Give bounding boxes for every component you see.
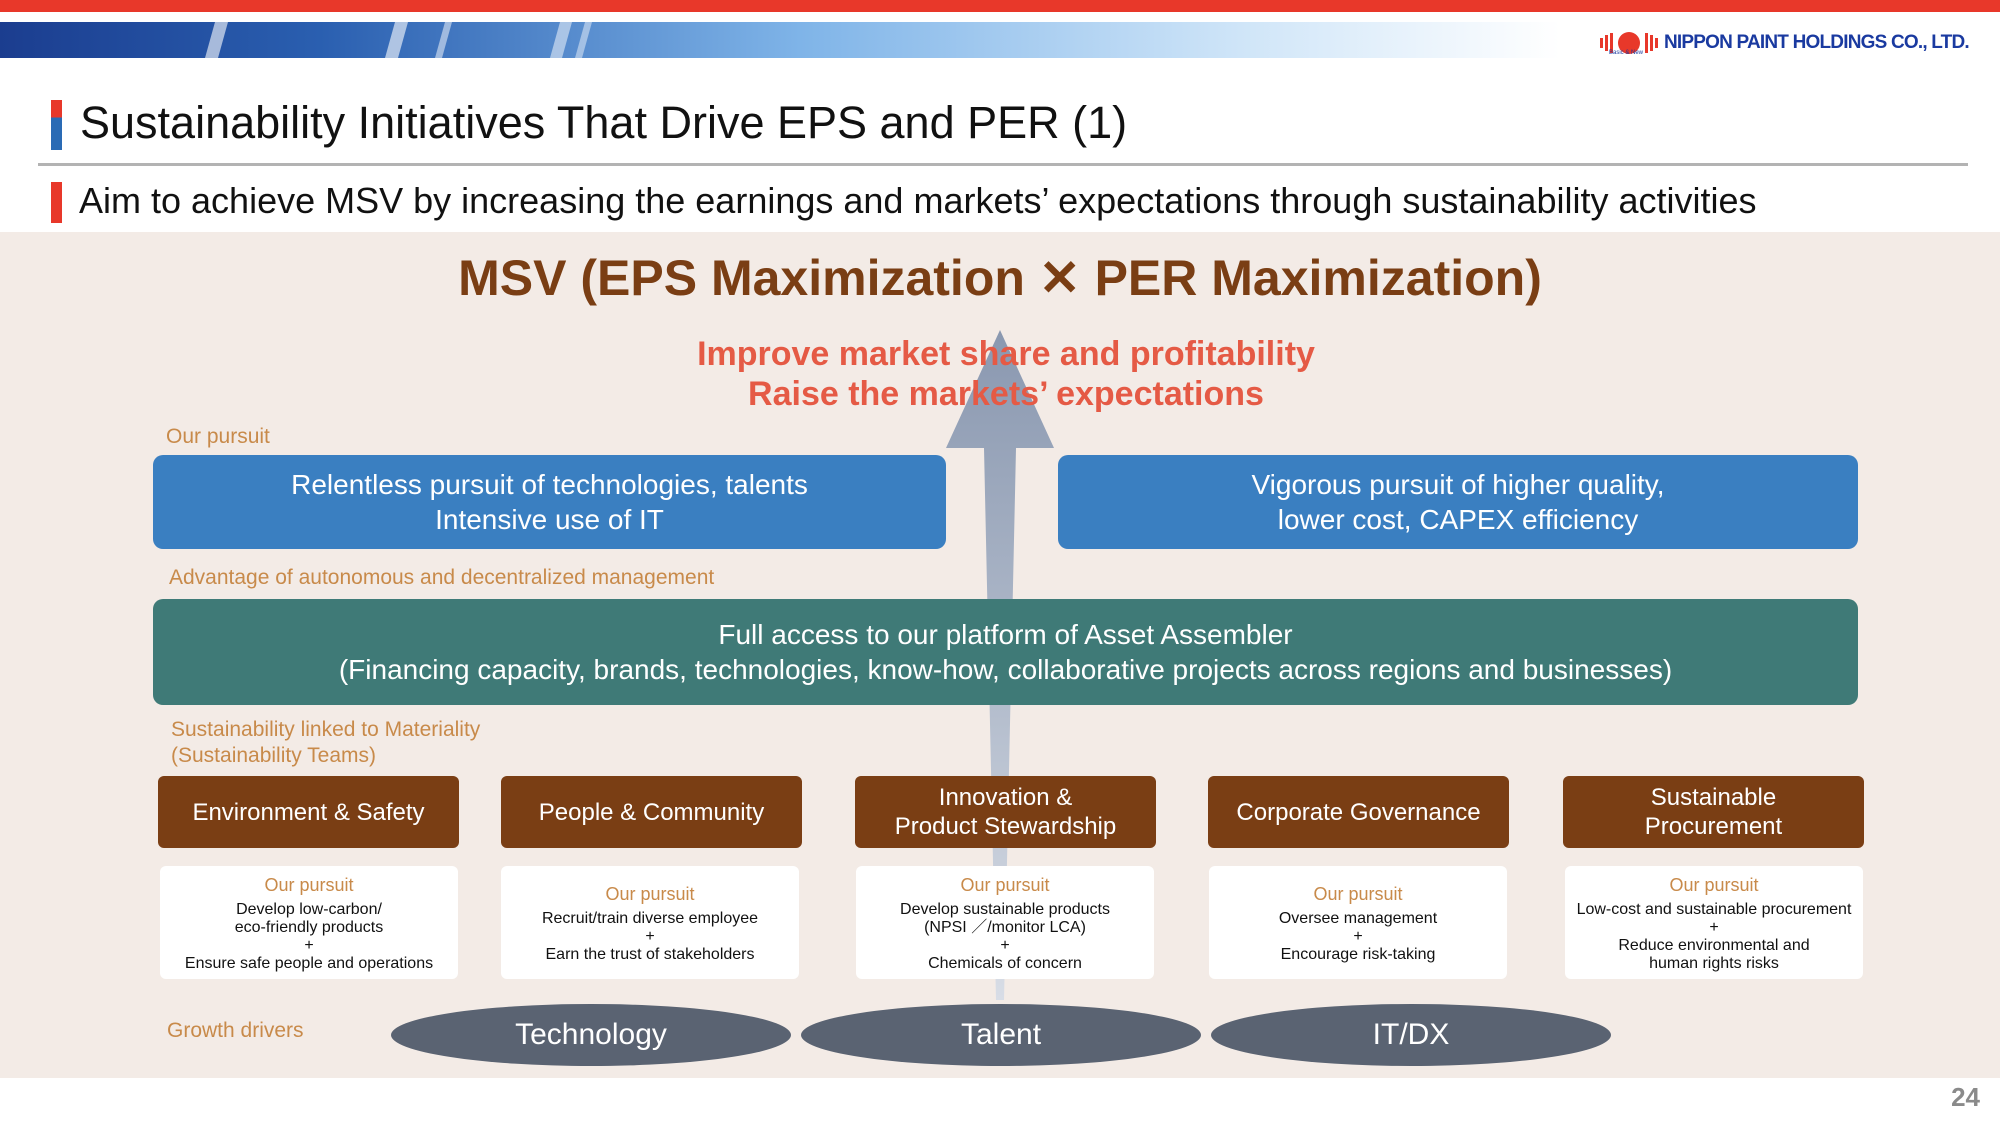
brand-tagline: Basic & New	[1609, 50, 1644, 56]
pursuit-box-line: Relentless pursuit of technologies, tale…	[291, 469, 808, 500]
subtitle-accent-mark	[51, 182, 62, 223]
goal-line-1: Improve market share and profitability	[697, 335, 1315, 373]
page-subtitle: Aim to achieve MSV by increasing the ear…	[79, 180, 1757, 221]
title-accent-mark	[51, 100, 62, 150]
team-corporate-governance: Corporate Governance	[1208, 776, 1509, 848]
page-number: 24	[1951, 1082, 1980, 1112]
brand-name: NIPPON PAINT HOLDINGS CO., LTD.	[1664, 32, 1970, 53]
team-environment-safety: Environment & Safety	[158, 776, 459, 848]
team-pursuit-text: +	[645, 927, 655, 945]
pursuit-box-line: lower cost, CAPEX efficiency	[1277, 504, 1639, 535]
company-logo: NIPPON PAINT HOLDINGS CO., LTD.	[1600, 26, 1980, 60]
team-pursuit-text: +	[1353, 927, 1363, 945]
brand-mark-icon	[1600, 32, 1658, 54]
team-people-community: People & Community	[501, 776, 802, 848]
team-pursuit-text: Reduce environmental and	[1618, 936, 1810, 954]
team-pursuit-label: Our pursuit	[605, 883, 695, 904]
label-sustainability: Sustainability linked to Materiality	[171, 718, 481, 741]
team-sustainable-procurement: Sustainable Procurement	[1563, 776, 1864, 848]
team-pursuit-text: (NPSI ／/monitor LCA)	[924, 918, 1086, 936]
team-pursuit-box: Our pursuit Low-cost and sustainable pro…	[1565, 866, 1863, 979]
team-pursuit-text: Chemicals of concern	[928, 954, 1082, 972]
team-pursuit-text: +	[1000, 936, 1010, 954]
driver-it-dx: IT/DX	[1211, 1004, 1611, 1066]
team-title: Procurement	[1644, 813, 1783, 840]
label-our-pursuit: Our pursuit	[166, 425, 270, 448]
platform-box: Full access to our platform of Asset Ass…	[153, 599, 1858, 705]
team-pursuit-text: Ensure safe people and operations	[184, 954, 434, 972]
team-title: Innovation &	[938, 784, 1073, 811]
pursuit-box-line: Intensive use of IT	[435, 504, 664, 535]
team-title: Environment & Safety	[192, 798, 425, 826]
team-pursuit-box: Our pursuit Oversee management + Encoura…	[1209, 866, 1507, 979]
platform-line: Full access to our platform of Asset Ass…	[718, 619, 1293, 650]
team-pursuit-label: Our pursuit	[264, 874, 354, 895]
team-title: Corporate Governance	[1236, 798, 1481, 826]
page-title: Sustainability Initiatives That Drive EP…	[80, 97, 1128, 148]
team-pursuit-text: Earn the trust of stakeholders	[545, 945, 755, 963]
team-pursuit-text: +	[304, 936, 314, 954]
goal-line-2: Raise the markets’ expectations	[748, 375, 1264, 413]
team-innovation-stewardship: Innovation & Product Stewardship	[855, 776, 1156, 848]
team-pursuit-label: Our pursuit	[960, 874, 1050, 895]
team-title: Product Stewardship	[894, 813, 1117, 840]
team-pursuit-text: Encourage risk-taking	[1280, 945, 1436, 963]
driver-talent: Talent	[801, 1004, 1201, 1066]
team-pursuit-text: Develop low-carbon/	[236, 900, 382, 918]
msv-headline: MSV (EPS Maximization ✕ PER Maximization…	[458, 250, 1542, 306]
title-divider	[38, 163, 1968, 166]
platform-line: (Financing capacity, brands, technologie…	[338, 654, 1673, 685]
team-pursuit-box: Our pursuit Develop sustainable products…	[856, 866, 1154, 979]
pursuit-box-line: Vigorous pursuit of higher quality,	[1251, 469, 1665, 500]
team-pursuit-label: Our pursuit	[1669, 874, 1759, 895]
team-pursuit-label: Our pursuit	[1313, 883, 1403, 904]
team-pursuit-text: Oversee management	[1278, 909, 1438, 927]
top-accent-bar	[0, 0, 2000, 12]
team-pursuit-box: Our pursuit Recruit/train diverse employ…	[501, 866, 799, 979]
team-pursuit-text: Recruit/train diverse employee	[541, 909, 759, 927]
team-pursuit-text: +	[1709, 918, 1719, 936]
pursuit-box-technology: Relentless pursuit of technologies, tale…	[153, 455, 946, 549]
team-pursuit-text: human rights risks	[1649, 954, 1779, 972]
header-gradient-band	[0, 22, 2000, 58]
team-pursuit-text: eco-friendly products	[234, 918, 384, 936]
team-title: Sustainable	[1650, 784, 1777, 811]
team-pursuit-text: Develop sustainable products	[900, 900, 1110, 918]
label-advantage: Advantage of autonomous and decentralize…	[169, 566, 715, 589]
team-title: People & Community	[538, 798, 765, 826]
label-growth-drivers: Growth drivers	[167, 1019, 304, 1042]
pursuit-box-quality: Vigorous pursuit of higher quality, lowe…	[1058, 455, 1858, 549]
team-pursuit-text: Low-cost and sustainable procurement	[1576, 900, 1852, 918]
team-pursuit-box: Our pursuit Develop low-carbon/ eco-frie…	[160, 866, 458, 979]
label-sustainability-teams: (Sustainability Teams)	[171, 744, 377, 767]
driver-technology: Technology	[391, 1004, 791, 1066]
